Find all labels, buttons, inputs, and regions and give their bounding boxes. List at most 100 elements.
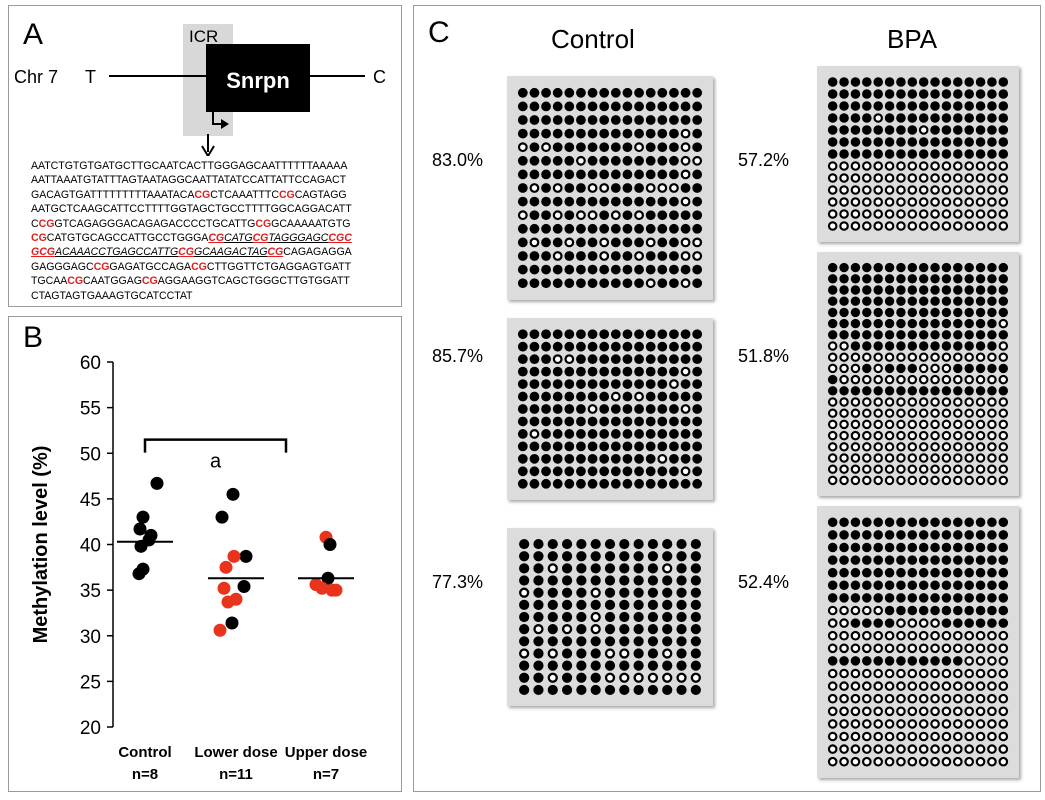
methylated-cpg-dot <box>552 478 563 489</box>
methylated-cpg-dot <box>987 386 997 396</box>
unmethylated-cpg-dot <box>873 161 883 171</box>
methylated-cpg-dot <box>975 542 986 553</box>
unmethylated-cpg-dot <box>987 185 997 195</box>
unmethylated-cpg-dot <box>850 374 861 385</box>
sequence-segment: GAGGGAGC <box>31 260 94 273</box>
methylated-cpg-dot <box>998 149 1009 159</box>
methylated-cpg-dot <box>941 341 952 351</box>
methylated-cpg-dot <box>552 466 563 477</box>
methylated-cpg-dot <box>692 142 703 153</box>
methylated-cpg-dot <box>610 453 621 464</box>
unmethylated-cpg-dot <box>599 237 610 248</box>
methylated-cpg-dot <box>564 391 575 402</box>
methylated-cpg-dot <box>619 551 630 562</box>
unmethylated-cpg-dot <box>839 374 849 385</box>
methylated-cpg-dot <box>561 538 573 550</box>
methylated-cpg-dot <box>827 330 838 340</box>
unmethylated-cpg-dot <box>610 210 621 221</box>
methylated-cpg-dot <box>622 441 633 452</box>
methylated-cpg-dot <box>552 391 563 402</box>
unmethylated-cpg-dot <box>645 183 656 193</box>
unmethylated-cpg-dot <box>896 430 906 441</box>
methylated-cpg-dot <box>827 274 838 284</box>
group-n-label: n=8 <box>132 766 158 783</box>
methylated-cpg-dot <box>918 137 929 147</box>
methylated-cpg-dot <box>645 354 656 365</box>
methylated-cpg-dot <box>839 77 849 87</box>
methylated-cpg-dot <box>610 196 621 207</box>
methylated-cpg-dot <box>930 262 940 273</box>
unmethylated-cpg-dot <box>873 185 883 195</box>
unmethylated-cpg-dot <box>907 630 918 641</box>
methylated-cpg-dot <box>633 538 644 550</box>
methylated-cpg-dot <box>657 264 668 275</box>
unmethylated-cpg-dot <box>987 221 997 231</box>
methylated-cpg-dot <box>647 648 659 659</box>
methylated-cpg-dot <box>873 542 883 553</box>
methylated-cpg-dot <box>622 264 633 275</box>
methylated-cpg-dot <box>884 542 895 553</box>
methylated-cpg-dot <box>680 101 691 112</box>
unmethylated-cpg-dot <box>873 408 883 418</box>
methylated-cpg-dot <box>541 101 551 112</box>
methylated-cpg-dot <box>547 587 558 598</box>
methylated-cpg-dot <box>610 329 621 340</box>
unmethylated-cpg-dot <box>873 706 883 717</box>
unmethylated-cpg-dot <box>953 453 963 463</box>
methylated-cpg-dot <box>647 551 659 562</box>
methylated-cpg-dot <box>676 563 687 574</box>
methylated-cpg-dot <box>827 555 838 565</box>
methylated-cpg-dot <box>587 237 598 248</box>
methylated-cpg-dot <box>547 660 558 671</box>
methylated-cpg-dot <box>552 142 563 153</box>
methylated-cpg-dot <box>930 274 940 284</box>
unmethylated-cpg-dot <box>576 210 586 221</box>
unmethylated-cpg-dot <box>850 363 861 374</box>
unmethylated-cpg-dot <box>975 643 986 654</box>
methylated-cpg-dot <box>541 441 551 452</box>
methylated-cpg-dot <box>862 274 872 284</box>
down-arrow-head <box>201 145 215 156</box>
methylated-cpg-dot <box>564 87 575 98</box>
unmethylated-cpg-dot <box>964 656 974 666</box>
unmethylated-cpg-dot <box>884 731 895 742</box>
methylated-cpg-dot <box>576 128 586 139</box>
methylated-cpg-dot <box>907 656 918 666</box>
methylated-cpg-dot <box>610 128 621 139</box>
methylated-cpg-dot <box>987 341 997 351</box>
unmethylated-cpg-dot <box>850 719 861 729</box>
methylated-cpg-dot <box>896 580 906 591</box>
methylated-cpg-dot <box>930 307 940 318</box>
methylated-cpg-dot <box>827 101 838 111</box>
unmethylated-cpg-dot <box>839 744 849 754</box>
methylated-cpg-dot <box>953 341 963 351</box>
unmethylated-cpg-dot <box>850 453 861 463</box>
unmethylated-cpg-dot <box>862 453 872 463</box>
methylated-cpg-dot <box>657 478 668 489</box>
unmethylated-cpg-dot <box>964 731 974 742</box>
unmethylated-cpg-dot <box>599 251 610 261</box>
unmethylated-cpg-dot <box>918 397 929 407</box>
methylated-cpg-dot <box>998 618 1009 628</box>
methylated-cpg-dot <box>998 285 1009 295</box>
unmethylated-cpg-dot <box>918 719 929 729</box>
methylated-cpg-dot <box>975 605 986 616</box>
unmethylated-cpg-dot <box>907 706 918 717</box>
unmethylated-cpg-dot <box>873 681 883 691</box>
methylated-cpg-dot <box>541 329 551 340</box>
unmethylated-cpg-dot <box>552 183 563 193</box>
unmethylated-cpg-dot <box>827 209 838 219</box>
methylated-cpg-dot <box>998 296 1009 306</box>
cpg-site: CG <box>141 275 158 288</box>
methylated-cpg-dot <box>552 341 563 352</box>
unmethylated-cpg-dot <box>930 397 940 407</box>
methylated-cpg-dot <box>669 453 679 464</box>
unmethylated-cpg-dot <box>873 173 883 183</box>
methylated-cpg-dot <box>676 624 687 635</box>
methylated-cpg-dot <box>529 341 540 352</box>
unmethylated-cpg-dot <box>987 744 997 754</box>
methylated-cpg-dot <box>850 296 861 306</box>
methylated-cpg-dot <box>517 101 528 112</box>
unmethylated-cpg-dot <box>680 169 691 180</box>
methylated-cpg-dot <box>975 89 986 99</box>
